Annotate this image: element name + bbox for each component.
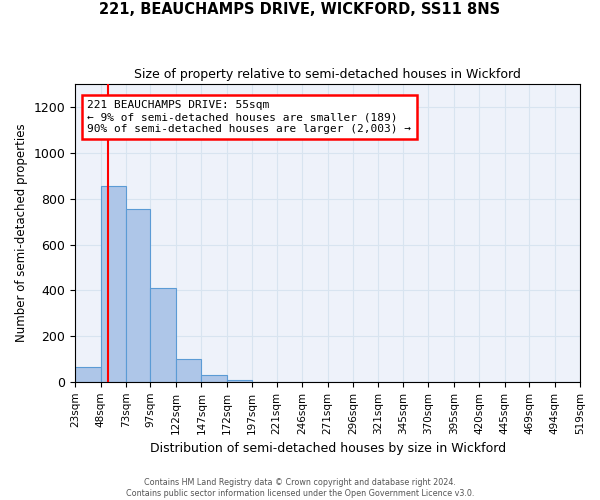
Text: 221, BEAUCHAMPS DRIVE, WICKFORD, SS11 8NS: 221, BEAUCHAMPS DRIVE, WICKFORD, SS11 8N…	[100, 2, 500, 18]
Bar	[75, 367, 101, 382]
Bar	[151, 288, 176, 382]
Bar	[227, 380, 252, 382]
Text: Contains HM Land Registry data © Crown copyright and database right 2024.
Contai: Contains HM Land Registry data © Crown c…	[126, 478, 474, 498]
Y-axis label: Number of semi-detached properties: Number of semi-detached properties	[15, 124, 28, 342]
X-axis label: Distribution of semi-detached houses by size in Wickford: Distribution of semi-detached houses by …	[149, 442, 506, 455]
Title: Size of property relative to semi-detached houses in Wickford: Size of property relative to semi-detach…	[134, 68, 521, 80]
Bar	[176, 359, 202, 382]
Bar	[101, 186, 126, 382]
Text: 221 BEAUCHAMPS DRIVE: 55sqm
← 9% of semi-detached houses are smaller (189)
90% o: 221 BEAUCHAMPS DRIVE: 55sqm ← 9% of semi…	[88, 100, 412, 134]
Bar	[126, 209, 151, 382]
Bar	[202, 375, 227, 382]
